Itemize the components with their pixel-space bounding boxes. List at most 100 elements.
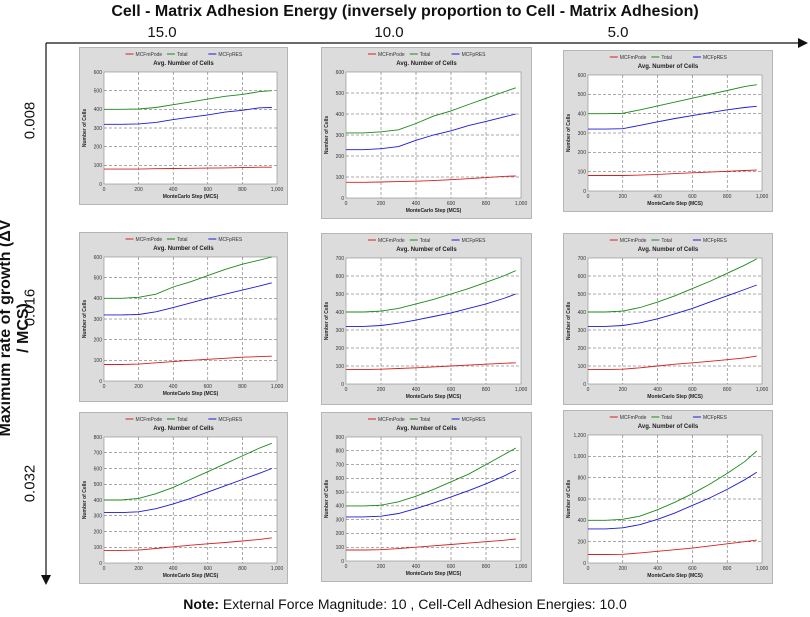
y-tick-label: 700 — [578, 256, 587, 262]
x-tick-label: 0 — [345, 201, 348, 207]
x-tick-label: 0 — [103, 187, 106, 193]
y-tick-label: 300 — [336, 517, 345, 523]
chart-legend: MCFmPode Total MCFpRES — [367, 417, 486, 423]
legend-label: MCFmPode — [136, 237, 163, 243]
figure-y-title: Maximum rate of growth (ΔV / MCS) — [0, 219, 32, 437]
legend-label: MCFpRES — [462, 52, 487, 58]
x-tick-label: 200 — [619, 387, 628, 393]
chart-panel: MCFmPode Total MCFpRES Avg. Number of Cells… — [563, 50, 773, 212]
chart-legend: MCFmPode Total MCFpRES — [609, 415, 728, 421]
y-tick-label: 1,200 — [573, 433, 586, 439]
y-tick-label: 600 — [578, 497, 587, 503]
x-tick-label: 200 — [619, 194, 628, 200]
legend-label: Total — [661, 415, 672, 421]
line-chart: MCFmPode Total MCFpRES Avg. Number of Cells… — [324, 417, 527, 577]
series-line-total — [104, 256, 272, 299]
legend-label: Total — [177, 417, 188, 423]
legend-label: MCFpRES — [703, 55, 728, 61]
y-tick-label: 500 — [578, 92, 587, 98]
legend-label: MCFmPode — [136, 52, 163, 58]
series-line-mcfpres — [588, 471, 758, 530]
x-tick-label: 200 — [134, 566, 143, 572]
series-line-mcfmpode — [104, 355, 272, 365]
y-tick-label: 0 — [341, 559, 344, 565]
y-tick-label: 600 — [94, 466, 103, 472]
y-tick-label: 0 — [341, 196, 344, 202]
chart-title: Avg. Number of Cells — [638, 247, 699, 253]
series-line-total — [346, 270, 516, 313]
legend-label: Total — [420, 417, 431, 423]
x-tick-label: 600 — [688, 566, 697, 572]
y-tick-label: 100 — [578, 364, 587, 370]
chart-legend: MCFmPode Total MCFpRES — [367, 52, 487, 58]
x-axis-label: MonteCarlo Step (MCS) — [647, 394, 703, 400]
chart-legend: MCFmPode Total MCFpRES — [609, 55, 728, 61]
series-line-mcfpres — [588, 284, 757, 327]
y-tick-label: 900 — [336, 435, 345, 441]
y-tick-label: 200 — [336, 346, 345, 352]
legend-label: MCFpRES — [703, 238, 728, 244]
x-tick-label: 400 — [653, 387, 662, 393]
y-tick-label: 300 — [578, 131, 587, 137]
y-axis-label: Number of Cells — [82, 109, 88, 148]
x-tick-label: 0 — [103, 566, 106, 572]
x-tick-label: 400 — [653, 566, 662, 572]
y-tick-label: 200 — [336, 154, 345, 160]
legend-label: MCFmPode — [378, 238, 405, 244]
legend-label: MCFpRES — [218, 237, 243, 243]
y-axis-label: Number of Cells — [566, 302, 572, 341]
x-tick-label: 400 — [169, 384, 178, 390]
chart-title: Avg. Number of Cells — [638, 64, 699, 70]
y-tick-label: 600 — [336, 70, 345, 76]
y-axis-label: Number of Cells — [82, 300, 88, 339]
chart-panel: MCFmPode Total MCFpRES Avg. Number of Cells… — [321, 412, 532, 582]
legend-label: Total — [177, 52, 188, 58]
series-line-mcfpres — [346, 113, 516, 151]
series-line-mcfpres — [104, 107, 272, 125]
chart-title: Avg. Number of Cells — [396, 426, 457, 432]
y-tick-label: 500 — [336, 490, 345, 496]
legend-label: Total — [661, 55, 672, 61]
y-tick-label: 400 — [94, 107, 103, 113]
x-tick-label: 200 — [134, 384, 143, 390]
series-line-total — [588, 450, 758, 521]
x-tick-label: 400 — [412, 387, 421, 393]
y-tick-label: 1,000 — [573, 454, 586, 460]
series-line-mcfmpode — [346, 175, 516, 183]
y-tick-label: 700 — [336, 462, 345, 468]
y-tick-label: 100 — [336, 175, 345, 181]
y-tick-label: 400 — [578, 310, 587, 316]
chart-title: Avg. Number of Cells — [153, 246, 214, 252]
legend-label: Total — [420, 52, 431, 58]
legend-label: MCFmPode — [136, 417, 163, 423]
y-tick-label: 0 — [583, 189, 586, 195]
y-tick-label: 600 — [94, 255, 103, 261]
y-tick-label: 500 — [336, 91, 345, 97]
x-tick-label: 800 — [723, 194, 732, 200]
y-tick-label: 300 — [94, 317, 103, 323]
y-tick-label: 300 — [94, 126, 103, 132]
y-tick-label: 200 — [94, 529, 103, 535]
x-tick-label: 400 — [412, 201, 421, 207]
x-axis-label: MonteCarlo Step (MCS) — [163, 391, 219, 397]
note-label: Note: — [183, 596, 219, 612]
x-tick-label: 200 — [377, 387, 386, 393]
x-axis-label: MonteCarlo Step (MCS) — [647, 573, 703, 579]
x-tick-label: 200 — [377, 201, 386, 207]
y-axis-label: Number of Cells — [324, 302, 330, 341]
y-tick-label: 200 — [578, 150, 587, 156]
x-tick-label: 200 — [377, 564, 386, 570]
y-tick-label: 500 — [94, 482, 103, 488]
x-tick-label: 800 — [238, 187, 247, 193]
x-tick-label: 1,000 — [515, 201, 528, 207]
y-tick-label: 400 — [336, 310, 345, 316]
figure-top-title: Cell - Matrix Adhesion Energy (inversely… — [111, 3, 699, 20]
figure-note: Note: External Force Magnitude: 10 , Cel… — [0, 596, 810, 612]
note-text: External Force Magnitude: 10 , Cell-Cell… — [219, 596, 627, 612]
chart-legend: MCFmPode Total MCFpRES — [367, 238, 486, 244]
x-tick-label: 0 — [345, 564, 348, 570]
chart-panel: MCFmPode Total MCFpRES Avg. Number of Cells… — [563, 410, 773, 584]
chart-panel: MCFmPode Total MCFpRES Avg. Number of Cells… — [321, 233, 532, 405]
x-tick-label: 600 — [447, 564, 456, 570]
y-tick-label: 400 — [336, 504, 345, 510]
